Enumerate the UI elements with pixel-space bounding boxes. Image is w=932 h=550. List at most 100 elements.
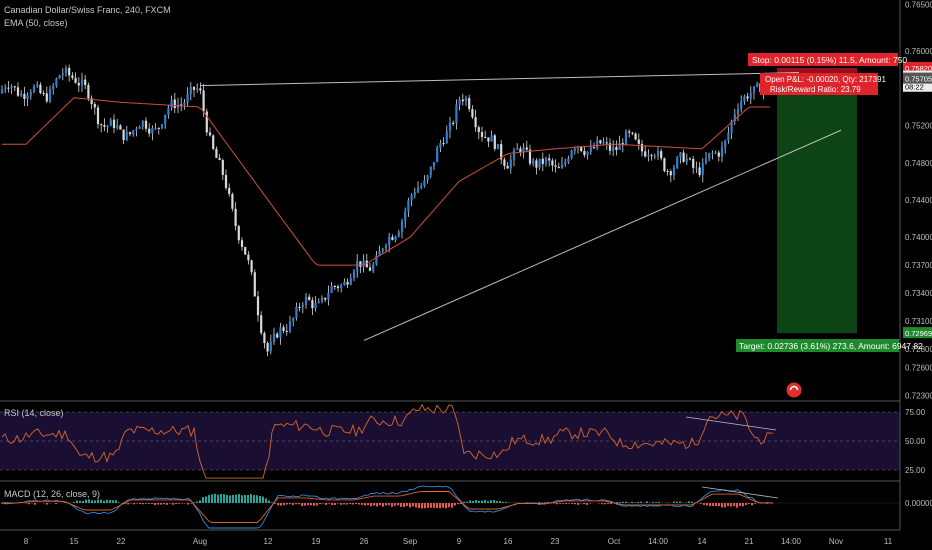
- indicator-lines: [2, 97, 770, 266]
- macd-histogram-bar: [232, 494, 234, 503]
- candle-body: [320, 297, 324, 302]
- candle-body: [304, 296, 308, 305]
- macd-histogram-bar: [217, 494, 219, 503]
- candle-body: [688, 158, 692, 160]
- candle-body: [170, 99, 173, 108]
- ema-legend: EMA (50, close): [4, 18, 68, 28]
- macd-histogram-bar: [538, 502, 540, 503]
- candle-body: [647, 155, 650, 157]
- candle-body: [756, 83, 759, 87]
- candle-body: [301, 304, 304, 308]
- candle-body: [269, 341, 272, 352]
- macd-histogram-bar: [421, 503, 423, 509]
- macd-histogram-bar: [166, 503, 168, 505]
- macd-histogram-bar: [604, 503, 606, 505]
- candle-body: [23, 93, 26, 99]
- macd-histogram-bar: [175, 503, 177, 505]
- candle-body: [477, 127, 480, 133]
- candle-body: [522, 147, 525, 153]
- macd-histogram-bar: [622, 501, 624, 503]
- candle-body: [64, 67, 68, 74]
- macd-histogram-bar: [352, 503, 354, 505]
- candle-body: [455, 104, 458, 124]
- macd-histogram-bar: [244, 495, 246, 503]
- candle-body: [423, 180, 426, 187]
- candle-body: [154, 127, 157, 129]
- macd-legend: MACD (12, 26, close, 9): [4, 489, 101, 499]
- candle-body: [138, 126, 141, 129]
- macd-histogram-bar: [301, 503, 303, 507]
- candle-body: [298, 306, 301, 308]
- candle-body: [256, 296, 260, 316]
- candle-body: [103, 124, 106, 127]
- macd-histogram-bar: [199, 500, 201, 503]
- macd-histogram-bar: [376, 503, 378, 507]
- tradingview-logo-icon[interactable]: [786, 382, 802, 398]
- candle-body: [327, 292, 330, 300]
- macd-histogram-bar: [76, 500, 78, 503]
- candle-body: [516, 148, 519, 150]
- macd-histogram-bar: [169, 503, 171, 504]
- candle-body: [746, 96, 749, 99]
- candle-body: [144, 120, 148, 129]
- candle-body: [484, 136, 487, 138]
- candle-body: [397, 232, 400, 237]
- candle-body: [87, 84, 90, 99]
- trendline: [199, 72, 800, 87]
- candle-body: [356, 261, 359, 272]
- macd-histogram-bar: [655, 502, 657, 503]
- price-badge: [903, 72, 932, 84]
- candle-body: [714, 152, 717, 154]
- candle-body: [439, 143, 442, 148]
- candle-body: [68, 67, 71, 76]
- signal-line: [2, 491, 773, 523]
- candle-body: [650, 155, 653, 157]
- candle-body: [583, 150, 586, 155]
- rr-label: Risk/Reward Ratio: 23.79: [770, 85, 861, 94]
- candle-body: [644, 151, 647, 157]
- candle-body: [490, 135, 493, 142]
- macd-histogram-bar: [634, 502, 636, 503]
- macd-histogram-bar: [394, 503, 396, 506]
- macd-histogram-bar: [733, 503, 735, 506]
- macd-histogram-bar: [544, 502, 546, 503]
- candle-body: [372, 264, 375, 271]
- candle-body: [519, 148, 522, 153]
- candle-body: [192, 86, 196, 90]
- candle-body: [96, 107, 100, 125]
- price-badge-label: 0.72969: [905, 329, 932, 338]
- candle-body: [208, 132, 212, 136]
- macd-histogram-bar: [331, 503, 333, 505]
- candle-body: [340, 285, 343, 289]
- rsi-divergence-line: [685, 416, 777, 431]
- candle-body: [196, 88, 199, 90]
- macd-histogram-bar: [271, 502, 273, 503]
- candle-body: [119, 125, 122, 130]
- macd-histogram-bar: [673, 501, 675, 503]
- ema-line: [2, 97, 770, 266]
- macd-histogram-bar: [553, 503, 555, 504]
- macd-histogram-bar: [319, 503, 321, 505]
- macd-histogram-bar: [178, 503, 180, 504]
- candle-body: [324, 297, 327, 300]
- macd-histogram-bar: [568, 503, 570, 504]
- target-zone: [777, 78, 857, 334]
- candle-body: [656, 151, 660, 156]
- macd-histogram-bar: [715, 503, 717, 506]
- candle-body: [125, 132, 128, 141]
- candle-body: [0, 89, 4, 94]
- candle-body: [4, 87, 7, 90]
- macd-histogram-bar: [469, 500, 471, 503]
- time-tick-label: Aug: [193, 537, 207, 546]
- macd-histogram-bar: [223, 494, 225, 503]
- candle-body: [500, 144, 503, 160]
- macd-histogram-bar: [646, 501, 648, 503]
- time-tick-label: 16: [504, 537, 513, 546]
- candle-body: [189, 86, 192, 94]
- candle-body: [740, 101, 743, 110]
- macd-histogram-bar: [466, 501, 468, 503]
- macd-histogram-bar: [745, 503, 747, 505]
- time-tick-label: Sep: [403, 537, 418, 546]
- candle-body: [42, 93, 45, 95]
- candle-body: [308, 296, 311, 301]
